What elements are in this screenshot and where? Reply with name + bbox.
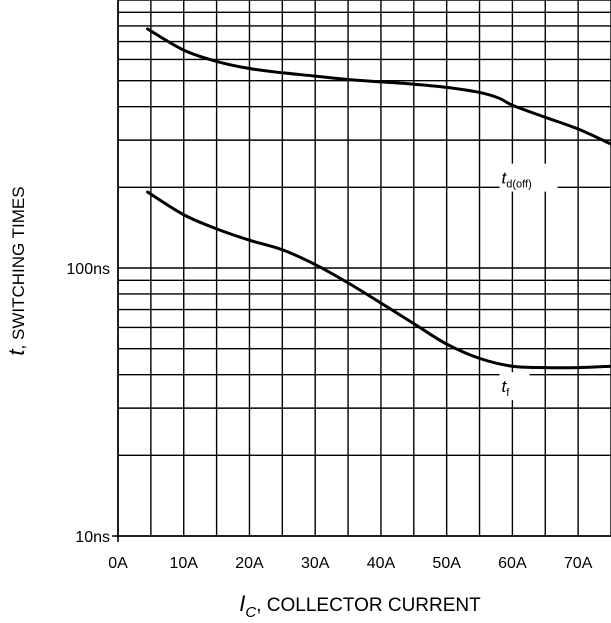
x-tick-label: 30A [301,555,330,572]
series-label-tdoff: td(off) [499,163,558,192]
series-label-text: tf [502,377,511,399]
x-axis-label: IC, COLLECTOR CURRENT [239,591,481,621]
x-tick-label: 50A [432,555,461,572]
x-axis-text: , COLLECTOR CURRENT [256,595,481,616]
series-line-tdoff [146,27,611,146]
y-tick-label: 100ns [66,261,110,278]
x-tick-label: 0A [108,555,128,572]
chart-grid [112,0,611,542]
y-tick-labels: 10ns 100ns [66,261,110,546]
x-tick-label: 20A [235,555,264,572]
series-line-tf [146,190,611,370]
x-tick-labels: 0A 10A 20A 30A 40A 50A 60A 70A [108,555,592,572]
series-label-background [499,372,530,401]
x-tick-label: 60A [498,555,527,572]
y-axis-label: t, SWITCHING TIMES [4,186,29,355]
series-label-background [499,163,558,192]
y-tick-label: 10ns [75,529,110,546]
x-axis-symbol: I [239,591,245,616]
chart-curves [146,27,611,370]
x-tick-label: 40A [367,555,396,572]
series-label-tf: tf [499,372,530,401]
y-axis-text: , SWITCHING TIMES [9,186,28,349]
series-label-text: td(off) [502,169,532,191]
x-axis-subscript: C [245,604,256,621]
x-tick-label: 70A [564,555,593,572]
y-axis-symbol: t [4,349,29,356]
x-tick-label: 10A [169,555,198,572]
series-labels: td(off) tf [499,163,558,401]
